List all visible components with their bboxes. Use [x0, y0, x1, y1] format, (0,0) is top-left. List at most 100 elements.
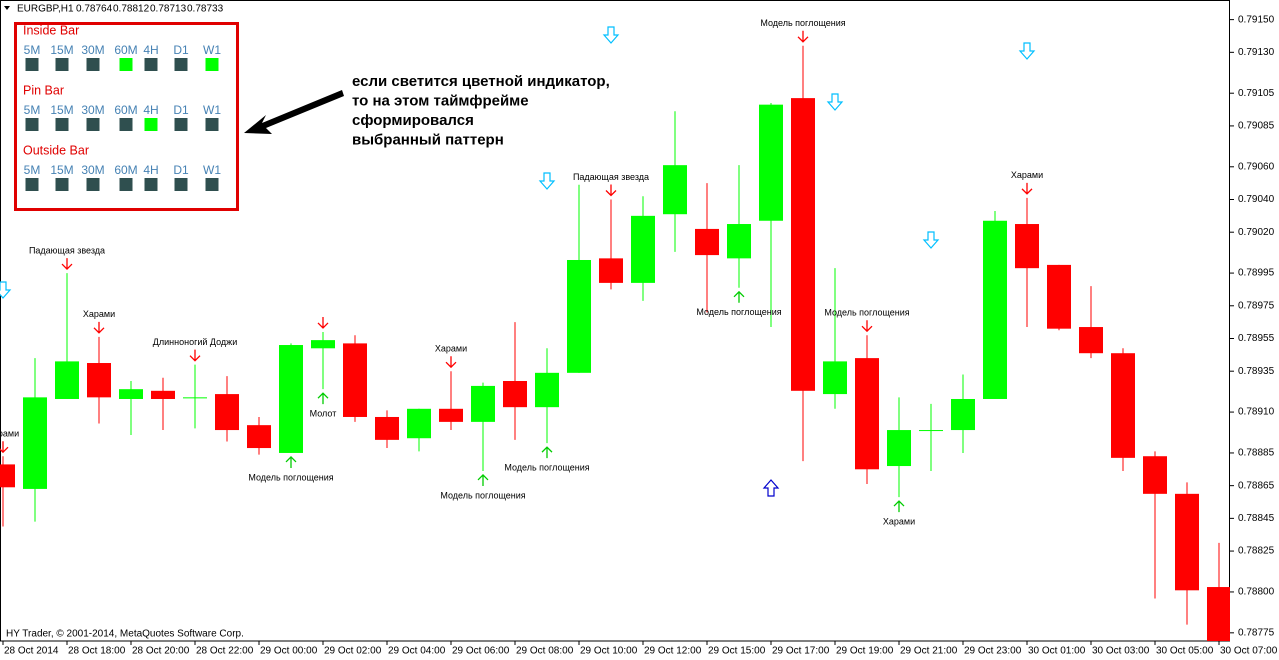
candle-body: [503, 381, 527, 408]
pattern-arrow: [605, 184, 617, 197]
panel-indicator: [144, 178, 158, 191]
panel-indicator: [55, 178, 69, 191]
x-tick-label: 29 Oct 10:00: [580, 646, 638, 657]
y-tick-label: 0.79105: [1238, 88, 1275, 99]
pattern-label: Модель поглощения: [696, 307, 781, 317]
x-tick-label: 29 Oct 00:00: [260, 646, 318, 657]
candle-body: [55, 361, 79, 399]
pattern-arrow: [445, 356, 457, 369]
panel-indicator: [86, 178, 100, 191]
pattern-label: Молот: [310, 409, 337, 419]
signal-arrow: [0, 281, 12, 299]
y-tick-label: 0.79130: [1238, 47, 1275, 58]
candle-body: [983, 220, 1007, 399]
panel-timeframe: 30M: [81, 103, 104, 117]
pattern-label: Длинноногий Доджи: [153, 337, 237, 347]
signal-arrow: [602, 26, 620, 44]
signal-arrow: [922, 231, 940, 249]
candle-body: [119, 389, 143, 399]
pattern-label: Модель поглощения: [248, 472, 333, 482]
candle-body: [951, 398, 975, 431]
panel-indicator: [174, 58, 188, 71]
x-tick-label: 28 Oct 22:00: [196, 646, 254, 657]
y-tick-label: 0.79020: [1238, 227, 1275, 238]
panel-timeframe: 5M: [24, 103, 41, 117]
signal-arrow: [1018, 42, 1036, 60]
pattern-arrow: [285, 456, 297, 468]
x-tick-label: 29 Oct 21:00: [900, 646, 958, 657]
y-tick-label: 0.78825: [1238, 546, 1275, 557]
panel-timeframe: 15M: [50, 163, 73, 177]
panel-timeframe: 60M: [114, 43, 137, 57]
note-line: если светится цветной индикатор,: [352, 73, 610, 90]
candle-body: [1175, 493, 1199, 591]
candle-body: [87, 363, 111, 398]
panel-timeframe: D1: [173, 103, 189, 117]
y-tick-label: 0.79040: [1238, 194, 1275, 205]
x-tick-label: 29 Oct 12:00: [644, 646, 702, 657]
panel-indicator: [174, 178, 188, 191]
pattern-arrow: [797, 30, 809, 43]
pattern-label: Модель поглощения: [440, 490, 525, 500]
candle-body: [855, 358, 879, 470]
signal-arrow: [826, 93, 844, 111]
panel-indicator: [86, 58, 100, 71]
y-tick-label: 0.78955: [1238, 333, 1275, 344]
candle-body: [663, 165, 687, 215]
candle-body: [183, 397, 207, 399]
candle-body: [215, 394, 239, 431]
panel-indicator: [25, 58, 39, 71]
header-low: 0.78713: [150, 4, 187, 15]
candle-body: [567, 259, 591, 373]
y-tick-label: 0.78775: [1238, 627, 1275, 638]
pattern-panel: Inside Bar 5M 15M 30M 60M 4H D1 W1 Pin Bar 5M 15M 3…: [14, 22, 239, 211]
x-tick-label: 29 Oct 15:00: [708, 646, 766, 657]
candle-body: [1015, 224, 1039, 269]
y-tick-label: 0.78975: [1238, 300, 1275, 311]
panel-timeframe: W1: [203, 163, 221, 177]
panel-indicator: [144, 118, 158, 131]
plot: [0, 45, 1230, 641]
header-close: 0.78733: [187, 4, 224, 15]
pattern-arrow: [1021, 182, 1033, 195]
candle-body: [1079, 327, 1103, 354]
x-tick-label: 29 Oct 23:00: [964, 646, 1022, 657]
pattern-label: Харами: [435, 344, 467, 354]
candle-body: [151, 390, 175, 399]
panel-timeframe: 5M: [24, 43, 41, 57]
header-high: 0.78812: [113, 4, 150, 15]
x-tick-label: 30 Oct 01:00: [1028, 646, 1086, 657]
panel-timeframe: 15M: [50, 103, 73, 117]
pattern-label: Харами: [0, 429, 19, 439]
note-line: сформировался: [352, 112, 474, 129]
panel-timeframe: 4H: [143, 163, 158, 177]
candle-body: [247, 425, 271, 449]
plot-frame: [0, 0, 1230, 642]
x-tick-label: 28 Oct 2014: [4, 646, 59, 657]
y-tick-label: 0.79085: [1238, 121, 1275, 132]
panel-timeframe: 30M: [81, 163, 104, 177]
x-tick-label: 28 Oct 18:00: [68, 646, 126, 657]
candle-body: [407, 408, 431, 439]
candle-body: [1047, 264, 1071, 329]
candle-body: [887, 430, 911, 467]
panel-row-title: Pin Bar: [23, 83, 64, 97]
candle-body: [23, 397, 47, 489]
pattern-label: Падающая звезда: [573, 172, 649, 182]
x-tick-label: 28 Oct 20:00: [132, 646, 190, 657]
panel-indicator: [205, 58, 219, 71]
pattern-arrow: [93, 321, 105, 334]
candle-body: [471, 385, 495, 422]
note-arrow: [244, 90, 344, 134]
panel-timeframe: W1: [203, 103, 221, 117]
x-tick-label: 29 Oct 04:00: [388, 646, 446, 657]
y-tick-label: 0.79150: [1238, 14, 1275, 25]
pattern-arrow: [317, 316, 329, 329]
panel-row-title: Inside Bar: [23, 23, 79, 37]
note-line: то на этом таймфрейме: [352, 92, 529, 109]
pattern-label: Харами: [83, 309, 115, 319]
panel-row-title: Outside Bar: [23, 143, 89, 157]
pattern-label: Модель поглощения: [760, 18, 845, 28]
note: если светится цветной индикатор, то на эт…: [244, 73, 610, 148]
